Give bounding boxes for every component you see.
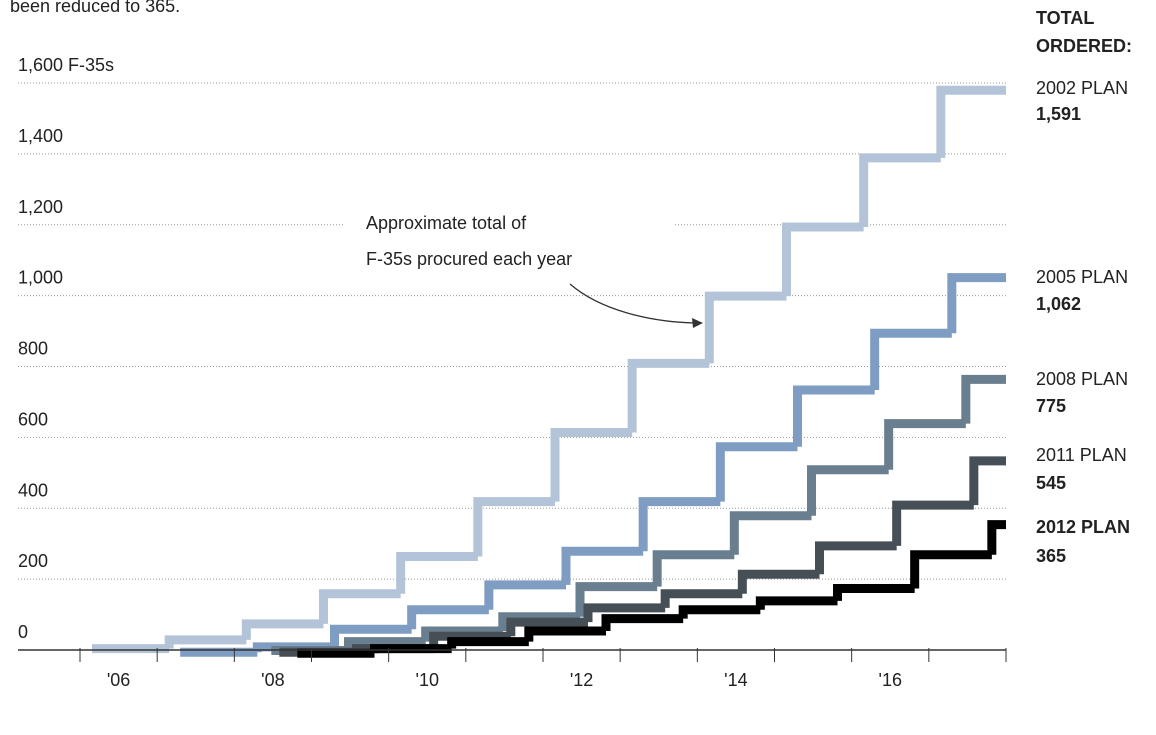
step-segment (396, 552, 478, 594)
x-tick-label: '10 (416, 670, 439, 690)
x-tick-label: '16 (879, 670, 902, 690)
step-segment (506, 617, 588, 637)
step-segment (575, 582, 658, 617)
arrow-head (692, 318, 703, 328)
step-segment (447, 637, 529, 649)
step-segment (678, 605, 761, 619)
step-segment (583, 603, 666, 623)
legend-entry: 2002 PLAN (1036, 78, 1128, 98)
y-tick-label: 0 (18, 622, 28, 642)
x-tick-label: '12 (570, 670, 593, 690)
step-segment (652, 550, 735, 587)
y-tick-label: 1,200 (18, 197, 63, 217)
y-tick-label: 1,400 (18, 126, 63, 146)
step-segment (484, 580, 566, 610)
step-segment (793, 385, 875, 447)
step-segment (524, 626, 606, 642)
subtitle: been reduced to 365. (10, 0, 180, 16)
annotation-bg (345, 200, 675, 280)
step-segment (833, 583, 915, 601)
legend-title: TOTAL (1036, 8, 1094, 28)
step-segment (473, 497, 555, 557)
annotation: F-35s procured each year (366, 249, 572, 269)
total-label: 365 (1036, 546, 1066, 566)
y-tick-label: 600 (18, 409, 48, 429)
step-segment (164, 635, 247, 649)
step-segment (910, 550, 992, 589)
step-segment (884, 419, 966, 470)
y-tick-label: 200 (18, 551, 48, 571)
step-segment (330, 624, 412, 647)
step-segment (782, 222, 864, 297)
y-tick-label: 1,000 (18, 268, 63, 288)
step-segment (660, 589, 743, 608)
total-label: 1,062 (1036, 294, 1081, 314)
total-label: 545 (1036, 473, 1066, 493)
step-segment (815, 541, 897, 575)
annotation: Approximate total of (366, 213, 527, 233)
x-tick-label: '06 (107, 670, 130, 690)
y-tick-label: 800 (18, 339, 48, 359)
step-segment (807, 465, 889, 516)
step-segment (319, 589, 401, 624)
x-tick-label: '14 (724, 670, 747, 690)
step-segment (601, 614, 684, 631)
step-segment (755, 596, 838, 610)
y-tick-label: 1,600 (18, 55, 63, 75)
step-segment (241, 619, 324, 640)
step-segment (737, 569, 820, 594)
legend-entry: 2005 PLAN (1036, 267, 1128, 287)
step-segment (961, 374, 1006, 424)
x-tick-label: '08 (261, 670, 284, 690)
step-segment (561, 546, 644, 585)
step-segment (859, 153, 941, 227)
total-label: 1,591 (1036, 104, 1081, 124)
step-segment (370, 644, 452, 654)
total-label: 775 (1036, 396, 1066, 416)
step-segment (421, 626, 503, 642)
legend-entry: 2012 PLAN (1036, 517, 1130, 537)
step-segment (987, 520, 1006, 555)
step-segment (498, 612, 580, 631)
y-axis-label: F-35s (68, 55, 114, 75)
step-segment (892, 500, 974, 546)
step-segment (870, 328, 952, 390)
legend-title: ORDERED: (1036, 36, 1132, 56)
step-segment (729, 511, 812, 555)
step-segment (969, 456, 1006, 506)
legend-entry: 2011 PLAN (1036, 445, 1127, 465)
step-segment (936, 85, 1006, 158)
step-segment (704, 291, 787, 364)
y-tick-label: 400 (18, 480, 48, 500)
step-segment (550, 428, 633, 502)
overlay: '06 '08 '10 '12 '14 '16 2002 PLAN 1,591 2005 PLA… (18, 78, 1130, 690)
grid: 0 200 400 600 800 1,000 1,200 1,400 1,600 F-35s (18, 55, 1006, 642)
step-segment (638, 497, 721, 552)
legend-entry: 2008 PLAN (1036, 369, 1128, 389)
step-segment (407, 605, 489, 630)
step-segment (344, 637, 426, 651)
step-segment (627, 358, 710, 433)
step-segment (715, 442, 798, 502)
annotation-arrow (569, 283, 696, 324)
step-segment (947, 273, 1006, 334)
lines (92, 85, 1006, 658)
